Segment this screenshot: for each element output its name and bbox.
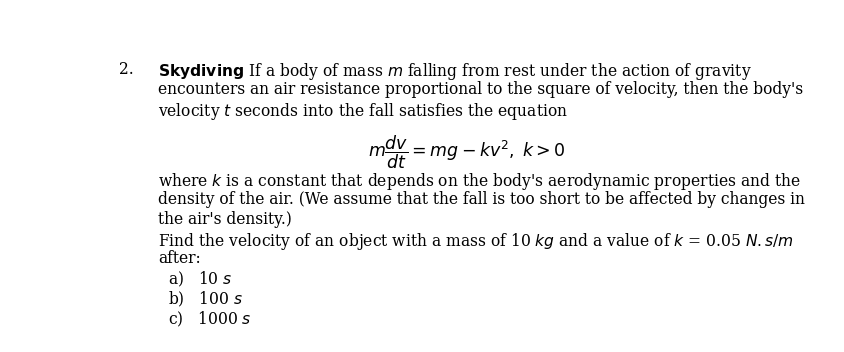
Text: $m\dfrac{dv}{dt} = mg - kv^2, \; k > 0$: $m\dfrac{dv}{dt} = mg - kv^2, \; k > 0$ [367,133,564,171]
Text: encounters an air resistance proportional to the square of velocity, then the bo: encounters an air resistance proportiona… [158,81,802,98]
Text: Find the velocity of an object with a mass of 10 $kg$ and a value of $k$ = 0.05 : Find the velocity of an object with a ma… [158,231,793,252]
Text: 2.: 2. [118,61,133,78]
Text: a)   10 $s$: a) 10 $s$ [168,270,232,289]
Text: where $k$ is a constant that depends on the body's aerodynamic properties and th: where $k$ is a constant that depends on … [158,171,800,192]
Text: after:: after: [158,250,201,268]
Text: velocity $t$ seconds into the fall satisfies the equation: velocity $t$ seconds into the fall satis… [158,101,567,122]
Text: b)   100 $s$: b) 100 $s$ [168,290,242,309]
Text: density of the air. (We assume that the fall is too short to be affected by chan: density of the air. (We assume that the … [158,191,804,208]
Text: the air's density.): the air's density.) [158,211,291,228]
Text: $\bf{Skydiving}$ If a body of mass $m$ falling from rest under the action of gra: $\bf{Skydiving}$ If a body of mass $m$ f… [158,61,751,82]
Text: c)   1000 $s$: c) 1000 $s$ [168,310,252,329]
